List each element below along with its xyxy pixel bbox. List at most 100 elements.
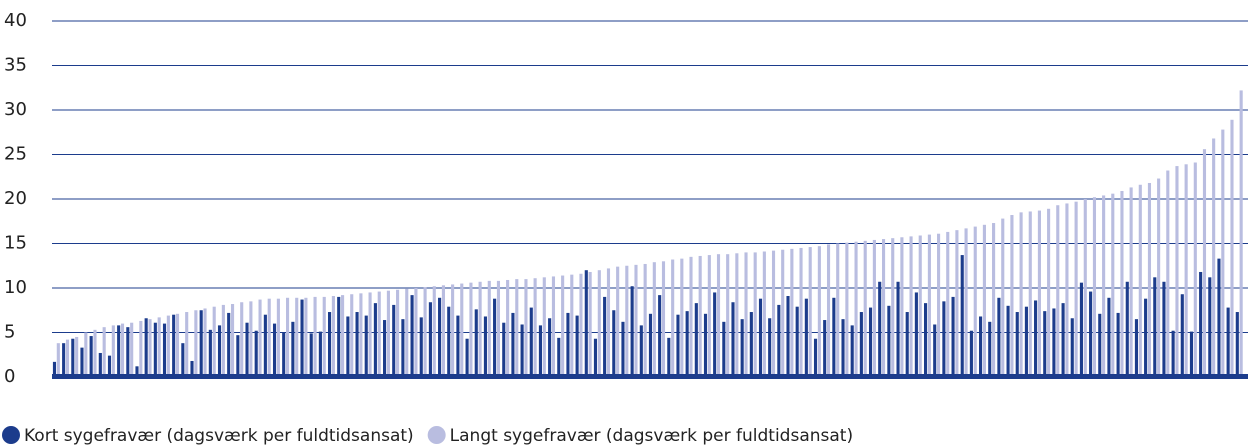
bar (506, 279, 510, 377)
bar (515, 279, 519, 377)
bar (758, 298, 763, 377)
bar (194, 310, 198, 377)
bar (813, 338, 818, 377)
bar (117, 325, 121, 377)
bar (1061, 303, 1065, 377)
bar (597, 270, 601, 377)
bar (878, 281, 882, 377)
bar (841, 319, 845, 377)
bar (979, 316, 983, 377)
bar (285, 297, 290, 377)
bar (771, 250, 776, 377)
bar (726, 254, 730, 377)
bar (762, 251, 766, 377)
bar (799, 247, 803, 377)
bar (808, 247, 812, 377)
y-tick-label: 40 (4, 10, 27, 31)
bar (203, 308, 207, 377)
bar (80, 347, 84, 377)
bar (716, 254, 721, 377)
bar (698, 255, 702, 377)
bar (172, 314, 176, 377)
bar (1208, 277, 1212, 377)
bar (722, 321, 726, 377)
bar (992, 223, 996, 377)
bar (1226, 307, 1230, 377)
bar (451, 284, 455, 377)
bar (964, 228, 968, 377)
bar (487, 280, 491, 377)
bar (891, 238, 895, 377)
bar (584, 270, 588, 377)
bar (832, 297, 836, 377)
bar (322, 296, 326, 377)
bar (331, 296, 335, 377)
bar (217, 325, 222, 377)
bar (221, 304, 225, 377)
bar (634, 264, 638, 377)
bar (1125, 281, 1129, 377)
bar (1111, 193, 1115, 377)
bar (465, 338, 469, 377)
legend-label: Langt sygefravær (dagsværk per fuldtidsa… (450, 426, 853, 446)
bar (680, 258, 684, 377)
bar (1153, 277, 1157, 377)
bar (447, 306, 451, 377)
bar (62, 343, 66, 377)
bar (896, 281, 900, 377)
bar (254, 330, 258, 377)
bar (703, 313, 708, 377)
bar (93, 329, 97, 377)
y-tick-label: 35 (4, 55, 27, 76)
bar (969, 330, 973, 377)
bar (777, 304, 781, 377)
bar (909, 236, 913, 377)
bar (295, 297, 299, 377)
bar (126, 327, 130, 377)
bar (740, 319, 744, 377)
bar (130, 322, 134, 377)
bar (1138, 184, 1142, 377)
bar (982, 224, 986, 377)
bar (474, 309, 478, 377)
bar (643, 263, 647, 377)
bar (460, 283, 464, 377)
bar (65, 339, 70, 377)
bar (102, 327, 106, 377)
bar (263, 314, 267, 377)
bar (685, 311, 689, 377)
bar (914, 292, 918, 377)
bar (612, 310, 616, 377)
bar (1157, 178, 1161, 377)
bar (355, 312, 359, 377)
bar (661, 261, 666, 377)
bar (1166, 170, 1170, 377)
bar (520, 324, 524, 377)
bar (1217, 258, 1221, 377)
bar (1079, 282, 1083, 377)
bar (1047, 208, 1051, 377)
bar (318, 331, 322, 377)
bar (1107, 297, 1111, 377)
bar (75, 336, 79, 377)
bar (1120, 190, 1124, 377)
bar (937, 233, 941, 377)
bar (496, 280, 501, 377)
y-tick-label: 30 (4, 99, 27, 120)
bar (1147, 182, 1152, 377)
bar (190, 360, 194, 377)
bar (942, 301, 946, 377)
bar (405, 288, 409, 377)
bar (918, 235, 922, 377)
bar (570, 274, 574, 377)
bar (639, 325, 643, 377)
bar (749, 312, 753, 377)
bar (84, 332, 88, 377)
bar (1180, 294, 1184, 377)
bar (817, 246, 821, 377)
bar (731, 302, 735, 377)
bar (845, 242, 849, 377)
bar (625, 265, 629, 377)
bar (826, 244, 831, 377)
bar (1010, 215, 1014, 377)
